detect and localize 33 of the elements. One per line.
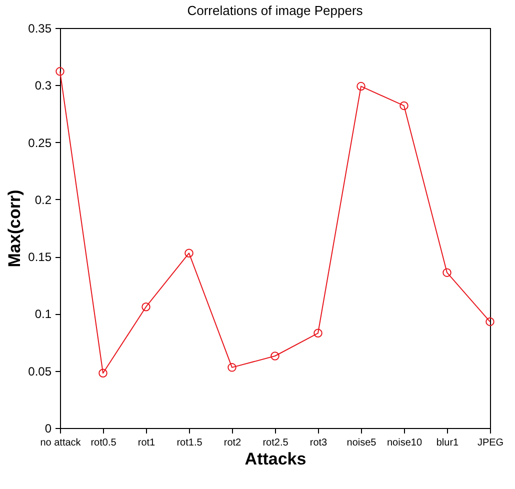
x-axis-title: Attacks: [244, 450, 306, 468]
y-tick-label: 0.2: [34, 192, 52, 207]
y-tick-label: 0.3: [34, 78, 52, 93]
x-tick-label: noise5: [346, 438, 377, 448]
y-tick-label: 0.05: [28, 364, 52, 378]
y-tick-label: 0.35: [28, 22, 52, 36]
point: [314, 328, 322, 338]
point: [486, 317, 494, 326]
x-tick-label: rot2.5: [262, 438, 289, 448]
y-tick-label: 0.1: [34, 307, 52, 322]
point: [400, 101, 408, 110]
y-axis-title: Max(corr): [5, 190, 24, 268]
x-tick-label: no attack: [40, 438, 82, 448]
point: [356, 82, 366, 91]
x-tick-label: rot1: [138, 438, 156, 448]
point: [228, 363, 236, 372]
point: [442, 268, 452, 277]
point: [142, 302, 150, 312]
point: [270, 352, 280, 360]
point: [56, 67, 64, 76]
x-tick-label: rot3: [310, 438, 328, 448]
point: [98, 368, 108, 378]
y-tick-label: 0: [44, 422, 52, 436]
x-tick-label: rot0.5: [90, 438, 117, 448]
point: [184, 248, 194, 258]
x-tick-label: noise10: [386, 438, 422, 448]
x-tick-label: JPEG: [477, 438, 504, 448]
x-tick-label: blur1: [436, 438, 460, 448]
y-tick-label: 0.15: [28, 250, 52, 264]
x-tick-label: rot1.5: [176, 438, 203, 448]
y-tick-label: 0.25: [28, 136, 52, 150]
chart-title: Correlations of image Peppers: [187, 3, 364, 18]
x-tick-label: rot2: [224, 438, 242, 448]
